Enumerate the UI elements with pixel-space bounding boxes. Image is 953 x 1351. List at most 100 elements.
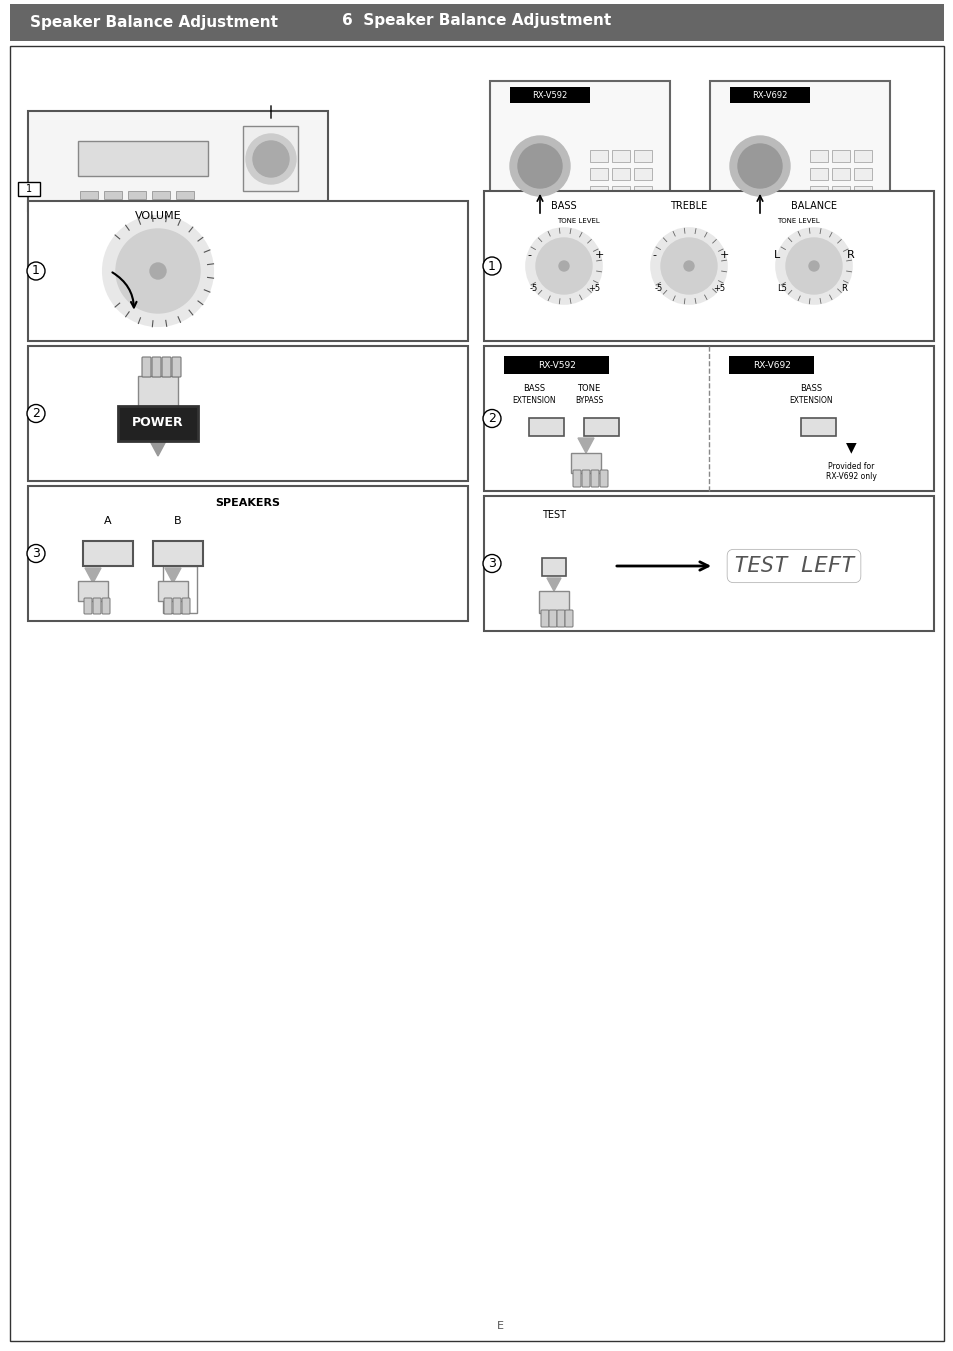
Bar: [612, 150, 629, 162]
Text: 3: 3: [32, 547, 40, 561]
FancyBboxPatch shape: [548, 611, 557, 627]
Bar: [483, 496, 933, 631]
Text: -: -: [651, 250, 656, 259]
Bar: [175, 190, 193, 199]
Text: EXTENSION: EXTENSION: [788, 396, 832, 405]
Text: +: +: [594, 250, 603, 259]
Text: Provided for: Provided for: [827, 462, 873, 471]
Bar: [83, 540, 132, 566]
Text: TONE LEVEL: TONE LEVEL: [776, 218, 819, 224]
Bar: [118, 407, 198, 440]
Text: +5: +5: [587, 284, 599, 293]
Circle shape: [246, 134, 295, 184]
Circle shape: [650, 228, 726, 304]
Text: OFF: OFF: [112, 551, 126, 557]
Bar: [152, 190, 170, 199]
Text: R: R: [841, 284, 846, 293]
Bar: [138, 376, 178, 407]
Bar: [589, 168, 607, 180]
Text: BASS: BASS: [551, 201, 577, 211]
Bar: [809, 150, 827, 162]
Bar: [634, 186, 651, 199]
Bar: [104, 190, 122, 199]
FancyBboxPatch shape: [172, 598, 181, 613]
FancyBboxPatch shape: [84, 598, 91, 613]
Bar: [729, 86, 809, 103]
Circle shape: [103, 216, 213, 326]
FancyBboxPatch shape: [573, 470, 580, 486]
Text: L: L: [773, 250, 780, 259]
Circle shape: [253, 141, 289, 177]
Bar: [510, 86, 589, 103]
Text: 1: 1: [32, 265, 40, 277]
Text: ON: ON: [163, 550, 175, 558]
Bar: [128, 190, 146, 199]
Bar: [634, 204, 651, 216]
Text: E: E: [496, 1321, 503, 1331]
Bar: [18, 182, 40, 196]
Bar: [10, 4, 943, 41]
Bar: [28, 486, 468, 621]
FancyBboxPatch shape: [142, 357, 151, 377]
Bar: [589, 150, 607, 162]
Bar: [728, 357, 813, 374]
Text: Speaker Balance Adjustment: Speaker Balance Adjustment: [30, 15, 277, 30]
Bar: [853, 168, 871, 180]
Text: VOLUME: VOLUME: [134, 211, 181, 222]
Bar: [483, 346, 933, 490]
Text: RX-V592: RX-V592: [532, 91, 567, 100]
Bar: [571, 453, 600, 473]
Circle shape: [775, 228, 851, 304]
FancyBboxPatch shape: [162, 357, 171, 377]
Bar: [801, 417, 835, 436]
Text: 6  Speaker Balance Adjustment: 6 Speaker Balance Adjustment: [342, 14, 611, 28]
Text: ON: ON: [533, 423, 544, 431]
Text: 2: 2: [488, 412, 496, 426]
FancyBboxPatch shape: [581, 470, 589, 486]
Text: ON: ON: [803, 423, 815, 431]
Text: +5: +5: [712, 284, 724, 293]
Circle shape: [525, 228, 601, 304]
FancyBboxPatch shape: [152, 357, 161, 377]
Text: OFF: OFF: [183, 551, 196, 557]
Circle shape: [558, 261, 568, 272]
Bar: [612, 168, 629, 180]
Text: RX-V692: RX-V692: [752, 361, 790, 370]
Bar: [634, 150, 651, 162]
Text: B: B: [174, 516, 182, 526]
Text: ON: ON: [92, 550, 106, 558]
Text: TONE: TONE: [577, 384, 600, 393]
Text: 1: 1: [26, 184, 32, 195]
Text: off: off: [601, 423, 612, 431]
Bar: [163, 566, 196, 613]
Circle shape: [785, 238, 841, 295]
Polygon shape: [85, 567, 101, 584]
Circle shape: [150, 263, 166, 280]
Text: SPEAKERS: SPEAKERS: [215, 499, 280, 508]
Text: off: off: [546, 423, 557, 431]
Text: RX-V592: RX-V592: [537, 361, 576, 370]
Bar: [831, 150, 849, 162]
Bar: [853, 204, 871, 216]
Text: EXTENSION: EXTENSION: [512, 396, 556, 405]
Text: BASS: BASS: [800, 384, 821, 393]
Polygon shape: [546, 578, 560, 590]
Bar: [28, 111, 328, 211]
FancyBboxPatch shape: [540, 611, 548, 627]
Bar: [589, 204, 607, 216]
Bar: [158, 581, 188, 601]
Bar: [538, 590, 568, 613]
Text: BALANCE: BALANCE: [790, 201, 836, 211]
Bar: [589, 186, 607, 199]
FancyBboxPatch shape: [182, 598, 190, 613]
Text: BASS: BASS: [522, 384, 544, 393]
Bar: [483, 190, 933, 340]
Bar: [541, 558, 565, 576]
Bar: [853, 150, 871, 162]
Text: RX-V692: RX-V692: [752, 91, 787, 100]
Circle shape: [116, 230, 200, 313]
Bar: [831, 168, 849, 180]
Text: TEST: TEST: [541, 509, 565, 520]
Bar: [28, 201, 468, 340]
Circle shape: [683, 261, 693, 272]
